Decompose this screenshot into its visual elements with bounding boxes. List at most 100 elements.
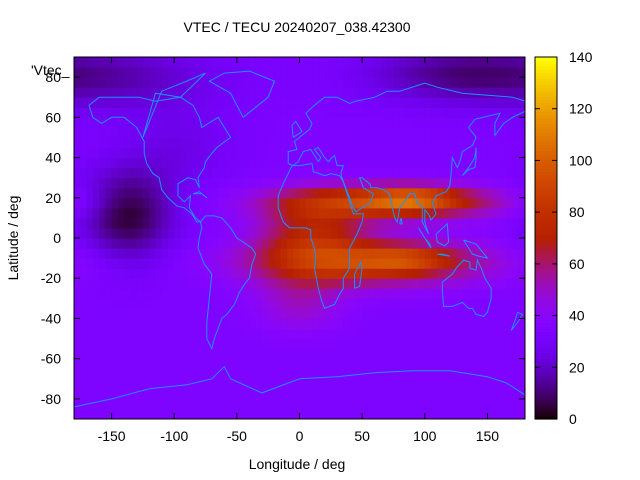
heatmap-cell xyxy=(111,67,119,78)
heatmap-cell xyxy=(211,57,219,68)
heatmap-cell xyxy=(380,67,388,78)
heatmap-cell xyxy=(393,177,401,189)
heatmap-cell xyxy=(512,338,520,350)
heatmap-cell xyxy=(199,97,207,108)
heatmap-cell xyxy=(117,187,125,199)
heatmap-cell xyxy=(318,67,326,78)
heatmap-cell xyxy=(393,157,401,169)
heatmap-cell xyxy=(506,408,514,419)
colorbar-swatch xyxy=(535,222,557,227)
heatmap-cell xyxy=(105,157,113,169)
colorbar-swatch xyxy=(535,325,557,330)
heatmap-cell xyxy=(318,328,326,340)
heatmap-cell xyxy=(211,328,219,340)
heatmap-cell xyxy=(167,408,175,419)
heatmap-cell xyxy=(105,288,113,299)
heatmap-cell xyxy=(86,348,94,360)
heatmap-cell xyxy=(130,278,138,289)
heatmap-cell xyxy=(443,378,451,390)
heatmap-cell xyxy=(431,87,438,98)
heatmap-cell xyxy=(174,388,182,400)
heatmap-cell xyxy=(218,248,225,259)
heatmap-cell xyxy=(424,338,432,350)
heatmap-cell xyxy=(92,87,100,98)
heatmap-cell xyxy=(374,358,382,370)
heatmap-cell xyxy=(305,177,313,189)
heatmap-cell xyxy=(136,97,144,108)
heatmap-cell xyxy=(211,288,219,299)
y-tick-label: 80 xyxy=(45,69,61,85)
heatmap-cell xyxy=(437,278,445,289)
heatmap-cell xyxy=(393,238,401,249)
heatmap-cell xyxy=(412,227,420,239)
heatmap-cell xyxy=(293,348,301,360)
heatmap-cell xyxy=(355,67,363,78)
colorbar-swatch xyxy=(535,87,557,91)
heatmap-cell xyxy=(512,398,520,410)
heatmap-cell xyxy=(218,207,225,219)
heatmap-cell xyxy=(399,328,407,340)
heatmap-cell xyxy=(418,238,426,249)
heatmap-cell xyxy=(280,177,288,189)
y-axis-label: Latitude / deg xyxy=(5,196,21,281)
heatmap-cell xyxy=(105,318,113,330)
heatmap-cell xyxy=(218,328,225,340)
heatmap-cell xyxy=(193,217,200,229)
heatmap-cell xyxy=(293,177,301,189)
heatmap-cell xyxy=(424,67,432,78)
heatmap-cell xyxy=(424,217,432,229)
y-tick-label: -20 xyxy=(41,270,61,286)
heatmap-cell xyxy=(167,127,175,139)
heatmap-cell xyxy=(405,328,413,340)
heatmap-cell xyxy=(462,278,470,289)
heatmap-cell xyxy=(149,368,157,380)
heatmap-cell xyxy=(393,378,401,390)
heatmap-cell xyxy=(449,117,457,128)
heatmap-cell xyxy=(437,288,445,299)
heatmap-cell xyxy=(293,398,301,410)
heatmap-cell xyxy=(99,147,106,159)
heatmap-cell xyxy=(418,77,426,88)
heatmap-cell xyxy=(424,248,432,259)
heatmap-cell xyxy=(387,97,395,108)
heatmap-cell xyxy=(255,268,263,279)
heatmap-cell xyxy=(99,187,106,199)
heatmap-cell xyxy=(117,117,125,128)
heatmap-cell xyxy=(337,258,344,269)
heatmap-cell xyxy=(330,358,338,370)
heatmap-cell xyxy=(130,147,138,159)
heatmap-cell xyxy=(418,318,426,330)
heatmap-cell xyxy=(243,258,250,269)
heatmap-cell xyxy=(399,278,407,289)
heatmap-cell xyxy=(462,107,470,118)
heatmap-cell xyxy=(362,248,369,259)
heatmap-cell xyxy=(312,97,319,108)
heatmap-cell xyxy=(180,258,188,269)
heatmap-cell xyxy=(167,167,175,179)
heatmap-cell xyxy=(312,408,319,419)
heatmap-cell xyxy=(174,238,182,249)
heatmap-cell xyxy=(443,177,451,189)
heatmap-cell xyxy=(518,127,525,139)
heatmap-cell xyxy=(493,348,501,360)
colorbar-swatch xyxy=(535,228,557,233)
heatmap-cell xyxy=(174,147,182,159)
heatmap-cell xyxy=(518,177,525,189)
heatmap-cell xyxy=(305,137,313,149)
heatmap-cell xyxy=(362,358,369,370)
heatmap-cell xyxy=(167,157,175,169)
heatmap-cell xyxy=(518,67,525,78)
heatmap-cell xyxy=(80,348,88,360)
heatmap-cell xyxy=(330,338,338,350)
heatmap-cell xyxy=(474,177,482,189)
heatmap-cell xyxy=(368,77,376,88)
heatmap-cell xyxy=(193,378,200,390)
heatmap-cell xyxy=(92,217,100,229)
heatmap-cell xyxy=(174,348,182,360)
heatmap-cell xyxy=(74,177,81,189)
heatmap-cell xyxy=(105,388,113,400)
heatmap-cell xyxy=(136,107,144,118)
heatmap-cell xyxy=(86,358,94,370)
heatmap-cell xyxy=(393,298,401,309)
heatmap-cell xyxy=(343,308,351,320)
